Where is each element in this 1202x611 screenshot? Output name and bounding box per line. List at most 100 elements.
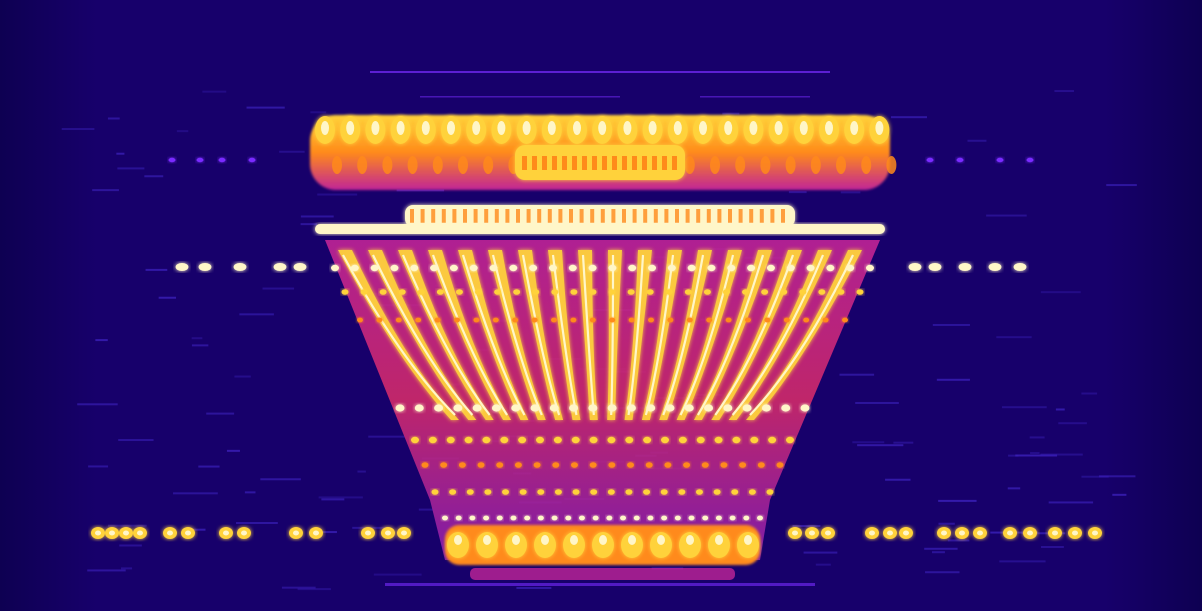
body-dot xyxy=(706,317,713,323)
body-dot xyxy=(786,436,794,444)
body-column-highlight xyxy=(697,254,765,416)
noise-line xyxy=(1008,454,1019,457)
noise-line xyxy=(396,189,445,192)
body-dot xyxy=(743,515,750,521)
neck-stripe xyxy=(505,209,510,223)
vase-shape xyxy=(310,115,897,586)
noise-line xyxy=(1112,493,1127,496)
top-line-2 xyxy=(420,96,620,98)
body-dot xyxy=(742,404,752,412)
noise-line xyxy=(1098,475,1136,478)
noise-line xyxy=(107,524,147,527)
body-column-highlight xyxy=(749,254,854,416)
body-dot xyxy=(856,289,864,295)
body-dot xyxy=(748,489,756,495)
base-bead-core xyxy=(570,535,578,545)
lip-plate-stripe xyxy=(532,156,537,170)
body-dot xyxy=(446,436,455,444)
sideband-dot xyxy=(175,263,189,271)
lip-scallop-core xyxy=(573,121,581,135)
body-dot xyxy=(643,489,651,495)
noise-line xyxy=(885,478,911,481)
lip-scallop-core xyxy=(472,121,481,135)
body-dot xyxy=(472,404,482,412)
lip-scallop-core xyxy=(522,121,531,135)
body-dot xyxy=(536,436,544,444)
body-column-highlight xyxy=(714,254,795,416)
lip-scallop-core xyxy=(598,121,607,135)
body-dot xyxy=(494,289,502,295)
noise-line xyxy=(924,547,958,550)
lip-drop xyxy=(382,156,393,174)
lip-drop xyxy=(684,156,695,174)
noise-line xyxy=(173,492,218,495)
noise-line xyxy=(279,150,305,153)
body-dot xyxy=(569,404,579,412)
body-dot xyxy=(620,515,627,521)
noise-line xyxy=(852,441,885,444)
sideband-dot xyxy=(1013,263,1027,271)
body-column-highlight xyxy=(431,254,508,416)
body-column-highlight xyxy=(461,254,526,416)
body-dot xyxy=(475,289,483,295)
body-dot xyxy=(549,404,559,412)
lip-drop xyxy=(432,156,443,174)
noise-line xyxy=(368,435,405,438)
body-dot xyxy=(473,317,480,323)
body-dot xyxy=(722,289,730,295)
lip-scallop-core xyxy=(547,121,556,135)
sideband-dot xyxy=(1026,157,1034,163)
body-column-highlight xyxy=(491,254,543,416)
sideband-dot-core xyxy=(903,530,909,536)
sideband-dot-core xyxy=(869,530,875,536)
lip-scallop-core xyxy=(825,121,833,135)
lip-plate-stripe xyxy=(642,156,647,170)
body-dot xyxy=(489,264,498,272)
body-dot xyxy=(537,515,544,521)
body-dot xyxy=(667,317,674,323)
body-dot xyxy=(664,462,672,468)
body-dot xyxy=(464,436,473,444)
neck-stripe xyxy=(781,209,785,223)
body-dot xyxy=(483,515,490,521)
neck-stripe xyxy=(526,209,531,223)
body-column-highlight xyxy=(679,254,735,416)
noise-line xyxy=(95,339,108,342)
base-bead-core xyxy=(599,535,607,545)
sideband-dot-core xyxy=(365,530,371,536)
neck-stripe xyxy=(643,209,648,223)
lip-plate-stripe xyxy=(622,156,627,170)
body-dot xyxy=(510,515,517,521)
noise-line xyxy=(1054,90,1074,93)
lip-drop xyxy=(407,156,418,174)
sideband-dot xyxy=(958,263,972,271)
neck-stripe xyxy=(770,209,775,223)
lip-scallop-core xyxy=(648,121,657,135)
neck-stripe xyxy=(632,209,637,223)
body-dot xyxy=(502,489,510,495)
lip-drop xyxy=(458,156,468,174)
body-dot xyxy=(453,404,463,412)
body-dot xyxy=(727,264,736,272)
body-dot xyxy=(513,289,521,295)
body-dot xyxy=(628,317,635,323)
body-dot xyxy=(607,489,615,495)
noise-line xyxy=(722,112,740,115)
body-dot xyxy=(509,264,518,272)
body-dot xyxy=(551,289,559,295)
noise-line xyxy=(890,116,928,119)
body-dot xyxy=(524,515,531,521)
noise-line xyxy=(77,403,118,406)
sideband-dot-core xyxy=(1027,530,1033,536)
lip-drop xyxy=(735,156,746,174)
body-dot xyxy=(628,264,637,272)
noise-line xyxy=(120,567,133,570)
lip-plate-stripe xyxy=(672,156,677,170)
noise-line xyxy=(235,521,278,524)
noise-line xyxy=(788,191,807,194)
lip-plate-stripe xyxy=(632,156,637,170)
sideband-dot-core xyxy=(1092,530,1098,536)
sideband-dot-core xyxy=(1007,530,1013,536)
noise-line xyxy=(1041,545,1064,548)
